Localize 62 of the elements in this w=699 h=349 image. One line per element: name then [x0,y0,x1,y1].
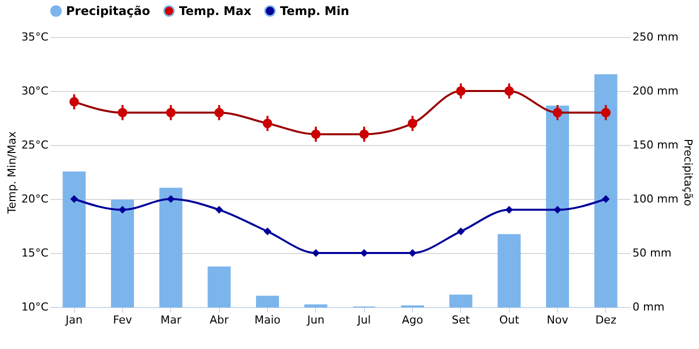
point [264,228,272,236]
x-tick-label: Out [499,314,520,326]
point [214,108,224,118]
y-tick-label: 25°C [21,138,49,152]
y2-tick-label: 0 mm [632,300,664,314]
point [359,129,369,139]
y-tick-label: 10°C [21,300,49,314]
legend-label: Precipitação [66,4,150,18]
x-tick-label: Mar [160,314,182,326]
point [166,195,175,203]
point [70,195,78,203]
bar [498,234,521,308]
y-tick-label: 15°C [21,246,49,260]
point [215,206,224,214]
x-tick-label: Maio [254,314,281,326]
x-tick-label: Jan [64,314,83,326]
point [505,206,514,214]
bar [546,106,569,308]
point [118,108,128,118]
point [456,86,466,96]
point [601,108,611,118]
y2-tick-label: 50 mm [632,246,672,260]
bar [208,266,231,308]
bar [594,74,618,308]
point [602,195,610,203]
point [166,108,176,118]
y-tick-label: 30°C [21,84,49,98]
x-tick-label: Fev [112,314,132,326]
y2-axis-title: Precipitação [681,138,694,206]
point [554,206,562,214]
bar [304,304,328,308]
x-tick-label: Abr [210,314,230,326]
bar [159,188,182,308]
y-tick-label: 20°C [21,192,49,206]
y-tick-label: 35°C [21,30,49,44]
x-tick-label: Jul [356,314,371,326]
point [69,97,79,107]
x-tick-label: Nov [546,314,569,326]
point [312,249,320,257]
bar [62,172,86,308]
y-axis-title: Temp. Min/Max [5,130,18,215]
point [504,86,514,96]
y2-tick-label: 100 mm [632,192,678,206]
x-tick-label: Dez [595,314,617,326]
point [262,118,272,128]
y2-tick-label: 200 mm [632,84,678,98]
legend-label: Temp. Max [179,4,252,18]
point [408,249,416,257]
legend-label: Temp. Min [280,4,350,18]
bar [449,294,472,308]
bar [256,296,279,308]
bar [111,200,134,308]
y2-tick-label: 250 mm [632,30,678,44]
x-tick-label: Ago [402,314,424,326]
x-tick-label: Set [452,314,471,326]
point [552,108,562,118]
point [311,129,321,139]
y2-tick-label: 150 mm [632,138,678,152]
x-tick-label: Jun [306,314,324,326]
point [118,206,126,214]
point [456,228,465,236]
point [408,118,418,128]
